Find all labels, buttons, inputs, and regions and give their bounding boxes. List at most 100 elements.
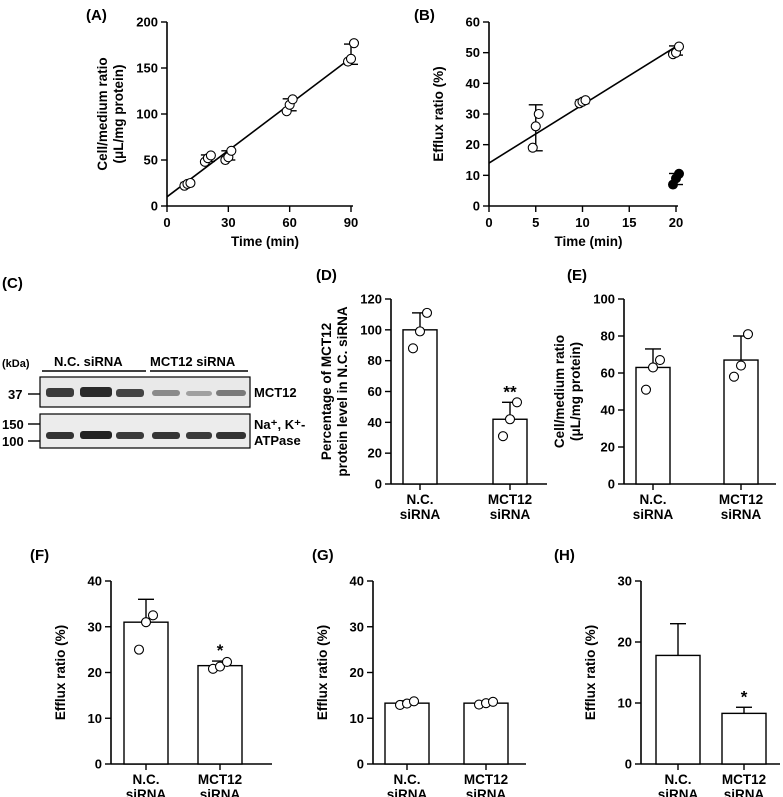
x-tick-label-f-1-line2: siRNA	[200, 787, 241, 797]
x-tick-label-a-3: 90	[344, 215, 358, 230]
y-tick-label-g-3: 30	[350, 619, 364, 634]
x-tick-label-h-0-line2: siRNA	[658, 787, 699, 797]
bar-f-0	[123, 621, 169, 765]
blot-protein-atpase-line2: ATPase	[254, 433, 301, 448]
panel-label-c: (C)	[2, 275, 23, 292]
bar-h-1	[721, 712, 767, 765]
blot-lane-group-mct12: MCT12 siRNA	[150, 354, 236, 369]
y-tick-label-d-5: 100	[360, 322, 382, 337]
y-tick-label-a-2: 100	[136, 107, 158, 122]
x-tick-label-g-0-line1: N.C.	[394, 772, 421, 787]
bar-d-1	[492, 418, 528, 485]
y-tick-label-h-3: 30	[618, 574, 632, 589]
data-point-d-0-2	[421, 307, 433, 318]
y-tick-label-h-1: 10	[618, 696, 632, 711]
y-axis-title-f-0: Efflux ratio (%)	[53, 625, 68, 720]
x-tick-label-f-0-line2: siRNA	[126, 787, 167, 797]
y-tick-label-b-6: 60	[466, 15, 480, 30]
blot-band-mct12-5	[186, 391, 212, 396]
y-axis-title-d-0: Percentage of MCT12	[319, 323, 334, 460]
data-point-d-1-1	[504, 414, 516, 425]
x-tick-label-b-3: 15	[622, 215, 636, 230]
y-tick-label-b-3: 30	[466, 107, 480, 122]
x-tick-label-d-1-line2: siRNA	[490, 507, 531, 522]
panel-label-f: (F)	[30, 547, 49, 564]
y-tick-label-f-2: 20	[88, 665, 102, 680]
data-point-a-4-2	[348, 38, 360, 49]
data-point-b-1-2	[580, 95, 591, 106]
x-tick-label-a-0: 0	[163, 215, 170, 230]
blot-band-atpase-5	[186, 432, 212, 439]
data-point-b-0-0	[527, 142, 538, 153]
chart-d-mct12-protein: 0 20 40 60 80 100 120 Percentage of MCT12 protei…	[319, 292, 547, 522]
y-tick-label-f-0: 0	[95, 757, 102, 772]
data-point-a-1-2	[205, 150, 216, 161]
data-point-d-1-2	[511, 397, 523, 408]
panel-label-g: (G)	[312, 547, 334, 564]
data-point-f-0-0	[133, 644, 145, 655]
blot-kda-label: (kDa)	[2, 358, 30, 370]
data-point-f-1-1	[214, 661, 226, 672]
panel-label-h: (H)	[554, 547, 575, 564]
y-tick-label-e-4: 80	[601, 329, 615, 344]
blot-strip-mct12	[39, 376, 251, 408]
data-point-a-2-2	[226, 145, 237, 156]
blot-marker-150: 150	[2, 417, 24, 432]
blot-band-atpase-3	[116, 432, 144, 439]
fit-line-a	[166, 57, 352, 198]
blot-band-atpase-4	[152, 432, 180, 439]
y-axis-title-a-0: Cell/medium ratio	[95, 57, 110, 170]
y-axis-title-b-0: Efflux ratio (%)	[431, 66, 446, 161]
data-point-g-0-2	[408, 696, 420, 707]
y-tick-label-d-6: 120	[360, 292, 382, 307]
significance-mark-f-1: *	[217, 641, 224, 660]
y-tick-label-b-5: 50	[466, 45, 480, 60]
blot-band-mct12-4	[152, 390, 180, 396]
data-point-e-0-0	[640, 384, 652, 395]
y-tick-label-a-4: 200	[136, 15, 158, 30]
x-axis-title-b: Time (min)	[554, 234, 622, 249]
data-point-d-1-0	[497, 431, 509, 442]
blot-protein-atpase-line1: Na⁺, K⁺-	[254, 417, 305, 432]
data-point-e-1-2	[742, 329, 754, 340]
y-tick-label-g-1: 10	[350, 711, 364, 726]
y-tick-label-b-2: 20	[466, 137, 480, 152]
data-point-a-4-1	[345, 53, 357, 64]
bar-f-1	[197, 664, 243, 765]
y-axis-title-e-1: (μL/mg protein)	[568, 342, 583, 441]
data-point-d-0-1	[414, 326, 426, 337]
data-point-f-0-2	[147, 610, 159, 621]
y-tick-label-g-4: 40	[350, 574, 364, 589]
significance-mark-d-1: **	[503, 382, 517, 401]
significance-mark-h-1: *	[741, 687, 748, 706]
x-tick-label-d-0-line2: siRNA	[400, 507, 441, 522]
y-tick-label-g-0: 0	[357, 757, 364, 772]
x-tick-label-b-0: 0	[485, 215, 492, 230]
x-tick-label-e-0-line1: N.C.	[640, 492, 667, 507]
data-point-g-1-2	[487, 696, 499, 707]
x-axis-title-a: Time (min)	[231, 234, 299, 249]
data-point-a-3-2	[287, 94, 298, 105]
y-tick-label-f-4: 40	[88, 574, 102, 589]
data-point-d-0-0	[407, 343, 419, 354]
blot-band-mct12-6	[216, 390, 246, 396]
y-tick-label-h-0: 0	[625, 757, 632, 772]
bar-e-1	[723, 359, 759, 485]
y-tick-label-d-0: 0	[375, 477, 382, 492]
y-axis-title-a-1: (μL/mg protein)	[111, 65, 126, 164]
x-tick-label-e-1-line1: MCT12	[719, 492, 763, 507]
blot-band-atpase-2	[80, 431, 112, 439]
blot-strip-atpase	[39, 413, 251, 449]
x-tick-label-a-1: 30	[221, 215, 235, 230]
bar-g-1	[463, 702, 509, 765]
x-tick-label-a-2: 60	[282, 215, 296, 230]
y-axis-title-e-0: Cell/medium ratio	[552, 335, 567, 448]
y-tick-label-e-1: 20	[601, 440, 615, 455]
x-tick-label-b-1: 5	[532, 215, 539, 230]
x-tick-label-g-1-line2: siRNA	[466, 787, 507, 797]
blot-band-atpase-1	[46, 432, 74, 439]
y-tick-label-a-3: 150	[136, 61, 158, 76]
